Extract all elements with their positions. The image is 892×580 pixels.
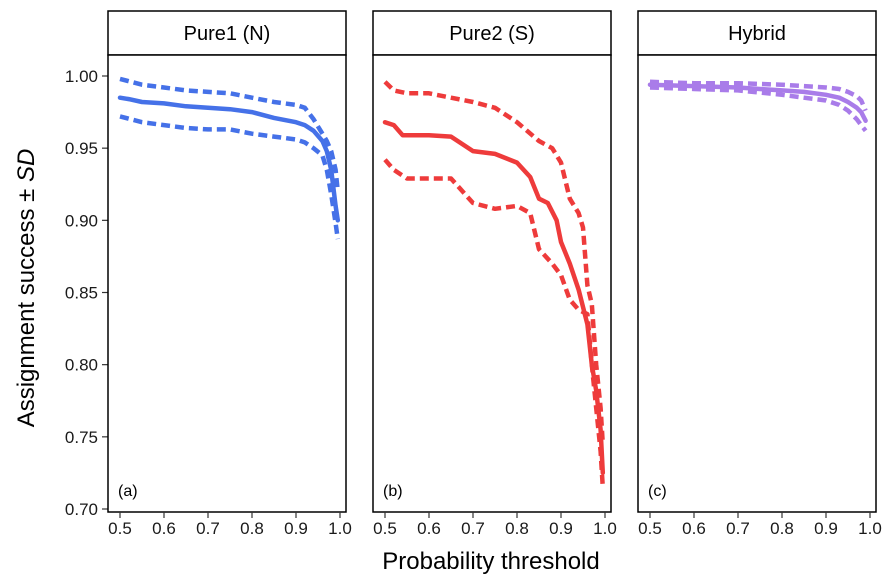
y-tick-label: 0.85 xyxy=(65,284,98,303)
lower-sd-line xyxy=(119,114,341,240)
panel-2: Pure2 (S) 0.5 0.6 0.7 0.8 0.9 1.0 (b) xyxy=(372,10,617,538)
y-tick-label: 1.00 xyxy=(65,67,98,86)
panel-strip-label: Hybrid xyxy=(728,23,786,45)
x-tick-label: 0.9 xyxy=(284,519,308,538)
x-tick-label: 0.9 xyxy=(549,519,573,538)
panel-plot-area xyxy=(107,54,347,513)
y-tick-label: 0.70 xyxy=(65,500,98,519)
y-axis-title: Assignment success ± SD xyxy=(13,149,40,428)
x-tick-label: 1.0 xyxy=(328,519,352,538)
panel-strip-label: Pure1 (N) xyxy=(184,23,271,45)
y-axis: 0.70 0.75 0.80 0.85 0.90 0.95 1.00 xyxy=(65,67,108,519)
y-axis-title-main: Assignment success ± xyxy=(13,182,40,427)
x-tick-label: 0.8 xyxy=(770,519,794,538)
x-tick-label: 0.8 xyxy=(505,519,529,538)
mean-line xyxy=(382,119,606,476)
panel-strip xyxy=(637,10,877,56)
x-tick-label: 0.5 xyxy=(638,519,662,538)
x-tick-label: 0.9 xyxy=(814,519,838,538)
chart-panels: Pure1 (N) 0.5 0.6 0.7 0.8 0.9 1.0 (a) Pure2 (S) 0… xyxy=(107,10,882,538)
x-tick-label: 0.6 xyxy=(152,519,176,538)
mean-line xyxy=(117,95,341,223)
upper-sd-line xyxy=(649,79,868,112)
x-tick-label: 0.5 xyxy=(373,519,397,538)
x-tick-label: 1.0 xyxy=(858,519,882,538)
panel-tag-label: (a) xyxy=(118,483,138,500)
y-axis-title-italic: SD xyxy=(13,149,40,182)
mean-line xyxy=(647,82,868,123)
x-tick-label: 0.7 xyxy=(461,519,485,538)
x-tick-label: 0.8 xyxy=(240,519,264,538)
y-tick-label: 0.90 xyxy=(65,211,98,230)
x-tick-label: 0.7 xyxy=(196,519,220,538)
panel-tag-label: (c) xyxy=(648,483,667,500)
panel-tag-label: (b) xyxy=(383,483,403,500)
x-tick-label: 1.0 xyxy=(593,519,617,538)
panel-plot-area xyxy=(637,54,877,513)
x-tick-label: 0.6 xyxy=(417,519,441,538)
x-tick-label: 0.5 xyxy=(108,519,132,538)
x-axis-title: Probability threshold xyxy=(382,548,599,575)
upper-sd-line xyxy=(383,80,606,445)
x-tick-label: 0.6 xyxy=(682,519,706,538)
y-tick-label: 0.75 xyxy=(65,428,98,447)
panel-1: Pure1 (N) 0.5 0.6 0.7 0.8 0.9 1.0 (a) xyxy=(107,10,352,538)
panel-strip-label: Pure2 (S) xyxy=(449,23,535,45)
upper-sd-line xyxy=(119,76,341,192)
panel-plot-area xyxy=(372,54,612,513)
lower-sd-line xyxy=(649,85,868,133)
y-tick-label: 0.95 xyxy=(65,139,98,158)
panel-3: Hybrid 0.5 0.6 0.7 0.8 0.9 1.0 (c) xyxy=(637,10,882,538)
x-tick-label: 0.7 xyxy=(726,519,750,538)
y-tick-label: 0.80 xyxy=(65,356,98,375)
panel-strip xyxy=(372,10,612,56)
